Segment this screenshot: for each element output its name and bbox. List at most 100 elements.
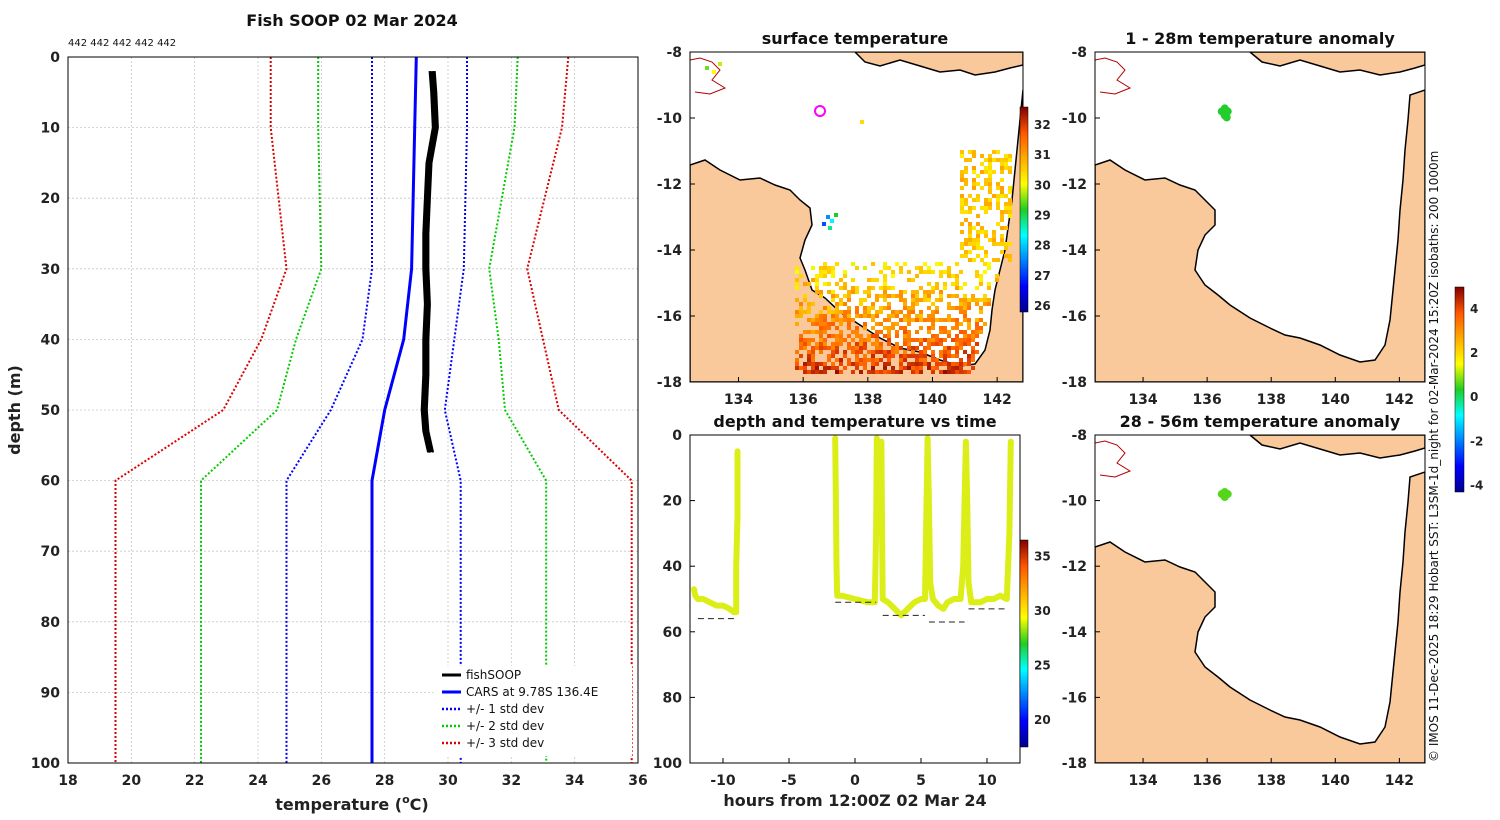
sst-pixel — [984, 250, 988, 254]
sst-pixel — [963, 362, 967, 366]
sst-pixel — [939, 298, 943, 302]
profile-xtick-label: 32 — [502, 773, 521, 789]
sst-pixel — [795, 362, 799, 366]
sst-pixel — [1008, 214, 1012, 218]
sst-pixel — [1000, 238, 1004, 242]
sst-pixel — [827, 354, 831, 358]
sst-pixel — [943, 350, 947, 354]
sst-pixel — [964, 202, 968, 206]
sst-pixel — [947, 306, 951, 310]
sst-pixel — [887, 354, 891, 358]
sst-pixel — [919, 270, 923, 274]
anomaly-colorbar-tick-label: -4 — [1470, 478, 1483, 492]
sst-pixel — [819, 266, 823, 270]
sst-pixel — [819, 310, 823, 314]
sst-pixel — [919, 362, 923, 366]
sst-pixel — [992, 238, 996, 242]
sst-pixel — [895, 350, 899, 354]
sst-pixel — [975, 270, 979, 274]
sst-pixel — [847, 346, 851, 350]
sst-pixel — [835, 366, 839, 370]
sst-pixel — [807, 338, 811, 342]
sst-pixel — [815, 282, 819, 286]
sst-pixel — [883, 262, 887, 266]
sst-pixel — [915, 354, 919, 358]
sst-pixel — [935, 298, 939, 302]
sst-pixel — [839, 330, 843, 334]
sst-pixel — [943, 286, 947, 290]
anomaly2-isobath — [1095, 440, 1132, 478]
sst-pixel — [984, 230, 988, 234]
sst-pixel — [984, 210, 988, 214]
sst-pixel — [915, 366, 919, 370]
profile-panel: Fish SOOP 02 Mar 2024 442 442 442 442 44… — [5, 11, 648, 814]
sst-pixel — [987, 302, 991, 306]
sst-pixel — [963, 318, 967, 322]
sst-pixel — [988, 198, 992, 202]
sst-pixel — [923, 294, 927, 298]
sst-pixel — [992, 150, 996, 154]
sst-pixel — [988, 154, 992, 158]
sst-pixel — [847, 326, 851, 330]
sst-pixel — [811, 302, 815, 306]
sst-pixel — [960, 174, 964, 178]
profile-series-fishsoop-trace — [425, 71, 439, 453]
sst-pixel — [919, 266, 923, 270]
anomaly2-markers — [1217, 488, 1232, 502]
sst-pixel — [935, 358, 939, 362]
depth-time-ytick-label: 60 — [663, 625, 683, 641]
sst-pixel — [835, 338, 839, 342]
sst-pixel — [1008, 206, 1012, 210]
sst-pixel — [923, 362, 927, 366]
sst-pixel — [923, 350, 927, 354]
sst-pixel — [988, 178, 992, 182]
sst-pixel — [899, 318, 903, 322]
sst-pixel — [871, 358, 875, 362]
sst-pixel — [835, 342, 839, 346]
sst-pixel — [875, 370, 879, 374]
anomaly2-title: 28 - 56m temperature anomaly — [1120, 412, 1401, 431]
sst-pixel — [951, 338, 955, 342]
sst-pixel — [887, 358, 891, 362]
sst-pixel — [923, 338, 927, 342]
sst-pixel — [835, 370, 839, 374]
sst-pixel — [960, 210, 964, 214]
sst-pixel — [871, 286, 875, 290]
sst-pixel — [967, 342, 971, 346]
sst-pixel — [903, 326, 907, 330]
sst-pixel — [935, 306, 939, 310]
sst-pixel — [843, 366, 847, 370]
sst-pixel — [891, 346, 895, 350]
sst-colorbar-tick-label: 29 — [1034, 209, 1051, 223]
depth-time-xlabel: hours from 12:00Z 02 Mar 24 — [723, 791, 986, 810]
legend-label-cars: CARS at 9.78S 136.4E — [466, 685, 598, 699]
sst-pixel — [855, 354, 859, 358]
anomaly1-title: 1 - 28m temperature anomaly — [1125, 29, 1395, 48]
sst-pixel — [815, 346, 819, 350]
sst-pixel — [988, 238, 992, 242]
sst-pixel — [883, 350, 887, 354]
sst-pixel — [887, 338, 891, 342]
sst-pixel — [976, 246, 980, 250]
sst-pixel — [939, 342, 943, 346]
sst-pixel — [984, 202, 988, 206]
sst-pixel — [839, 318, 843, 322]
sst-pixel — [863, 338, 867, 342]
sst-pixel — [803, 370, 807, 374]
sst-pixel — [819, 350, 823, 354]
sst-pixel — [822, 222, 826, 226]
sst-pixel — [799, 346, 803, 350]
sst-pixel — [899, 366, 903, 370]
sst-pixel — [984, 170, 988, 174]
sst-pixel — [976, 254, 980, 258]
sst-pixel — [855, 266, 859, 270]
sst-pixel — [855, 310, 859, 314]
sst-pixel — [843, 354, 847, 358]
sst-pixel — [968, 234, 972, 238]
sst-pixel — [875, 314, 879, 318]
sst-pixel — [811, 266, 815, 270]
sst-pixel — [931, 354, 935, 358]
sst-pixel — [947, 294, 951, 298]
sst-pixel — [975, 334, 979, 338]
sst-pixel — [911, 298, 915, 302]
